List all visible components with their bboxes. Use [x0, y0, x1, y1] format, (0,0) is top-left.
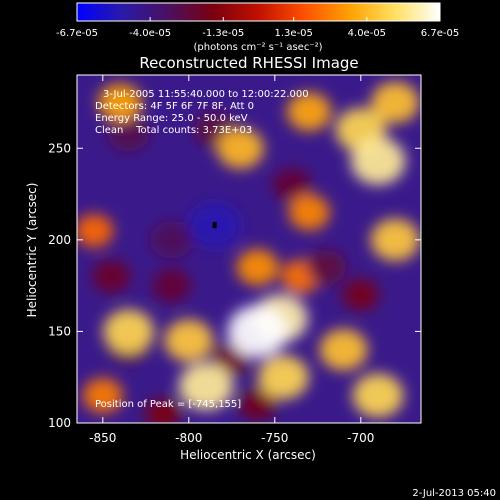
colorbar-ticks: -6.7e-05 -4.0e-05 -1.3e-05 1.3e-05 4.0e-05 6.… — [56, 17, 459, 39]
heatmap-blob — [272, 167, 312, 202]
annotation-detectors: Detectors: 4F 5F 6F 7F 8F, Att 0 — [95, 101, 254, 112]
heatmap-blob — [216, 127, 264, 169]
x-axis-label: Heliocentric X (arcsec) — [180, 448, 316, 462]
heatmap-blob — [352, 373, 404, 418]
y-tick-label: 100 — [48, 416, 71, 430]
heatmap-blob — [258, 355, 309, 400]
heatmap-blob — [370, 218, 420, 262]
x-axis-ticks: -850 -800 -750 -700 — [89, 75, 374, 445]
y-tick-label: 250 — [48, 141, 71, 155]
heatmap-blob — [342, 279, 379, 311]
annotation-time-range: 3-Jul-2005 11:55:40.000 to 12:00:22.000 — [103, 89, 309, 100]
heatmap-blob — [152, 268, 192, 303]
colorbar-tick-label: -6.7e-05 — [56, 28, 98, 39]
heatmap-blob — [103, 309, 154, 354]
heatmap-blob — [178, 362, 234, 411]
plot-frame — [76, 74, 422, 424]
annotation-energy-range: Energy Range: 25.0 - 50.0 keV — [95, 113, 248, 124]
y-axis-ticks: 100 150 200 250 — [48, 141, 421, 430]
heatmap-blob — [107, 115, 150, 152]
colorbar-tick-label: -4.0e-05 — [129, 28, 171, 39]
peak-position-label: Position of Peak = [-745,155] — [95, 399, 241, 410]
heatmap-blob — [286, 92, 332, 131]
x-tick-label: -850 — [89, 431, 116, 445]
annotation-block: 3-Jul-2005 11:55:40.000 to 12:00:22.000 … — [95, 89, 309, 136]
colorbar-tick-label: 4.0e-05 — [348, 28, 386, 39]
heatmap-blob — [77, 214, 114, 248]
heatmap-blob — [92, 259, 131, 294]
colorbar-gradient — [76, 2, 441, 22]
heatmap-blob — [371, 81, 420, 124]
colorbar-tick-label: 6.7e-05 — [421, 28, 459, 39]
heatmap-blob — [306, 249, 347, 285]
heatmap-blob — [164, 319, 214, 362]
colorbar: -6.7e-05 -4.0e-05 -1.3e-05 1.3e-05 4.0e-05 6.… — [56, 2, 459, 53]
heatmap-blob — [288, 194, 330, 231]
heatmap-blob — [150, 221, 194, 259]
peak-marker — [212, 222, 217, 229]
colorbar-tick-label: -1.3e-05 — [202, 28, 244, 39]
heatmap-blob — [350, 137, 406, 185]
x-tick-label: -800 — [175, 431, 202, 445]
chart-title: Reconstructed RHESSI Image — [139, 54, 358, 72]
heatmap-blob — [98, 83, 142, 122]
y-tick-label: 200 — [48, 233, 71, 247]
plot-date-footer: 2-Jul-2013 05:40 — [412, 488, 496, 499]
heatmap-blobs — [77, 81, 420, 423]
heatmap-blob — [145, 398, 181, 423]
x-tick-label: -700 — [347, 431, 374, 445]
x-tick-label: -750 — [261, 431, 288, 445]
annotation-counts: Clean Total counts: 3.73E+03 — [95, 125, 252, 136]
y-tick-label: 150 — [48, 324, 71, 338]
heatmap-area — [77, 75, 421, 423]
y-axis-label: Heliocentric Y (arcsec) — [25, 183, 39, 318]
colorbar-unit-label: (photons cm⁻² s⁻¹ asec⁻²) — [193, 42, 322, 53]
heatmap-blob — [238, 388, 277, 421]
heatmap-blob — [236, 249, 279, 286]
heatmap-blob — [82, 378, 123, 413]
heatmap-blob — [227, 305, 288, 358]
colorbar-tick-label: 1.3e-05 — [275, 28, 313, 39]
heatmap-blob — [319, 328, 368, 371]
